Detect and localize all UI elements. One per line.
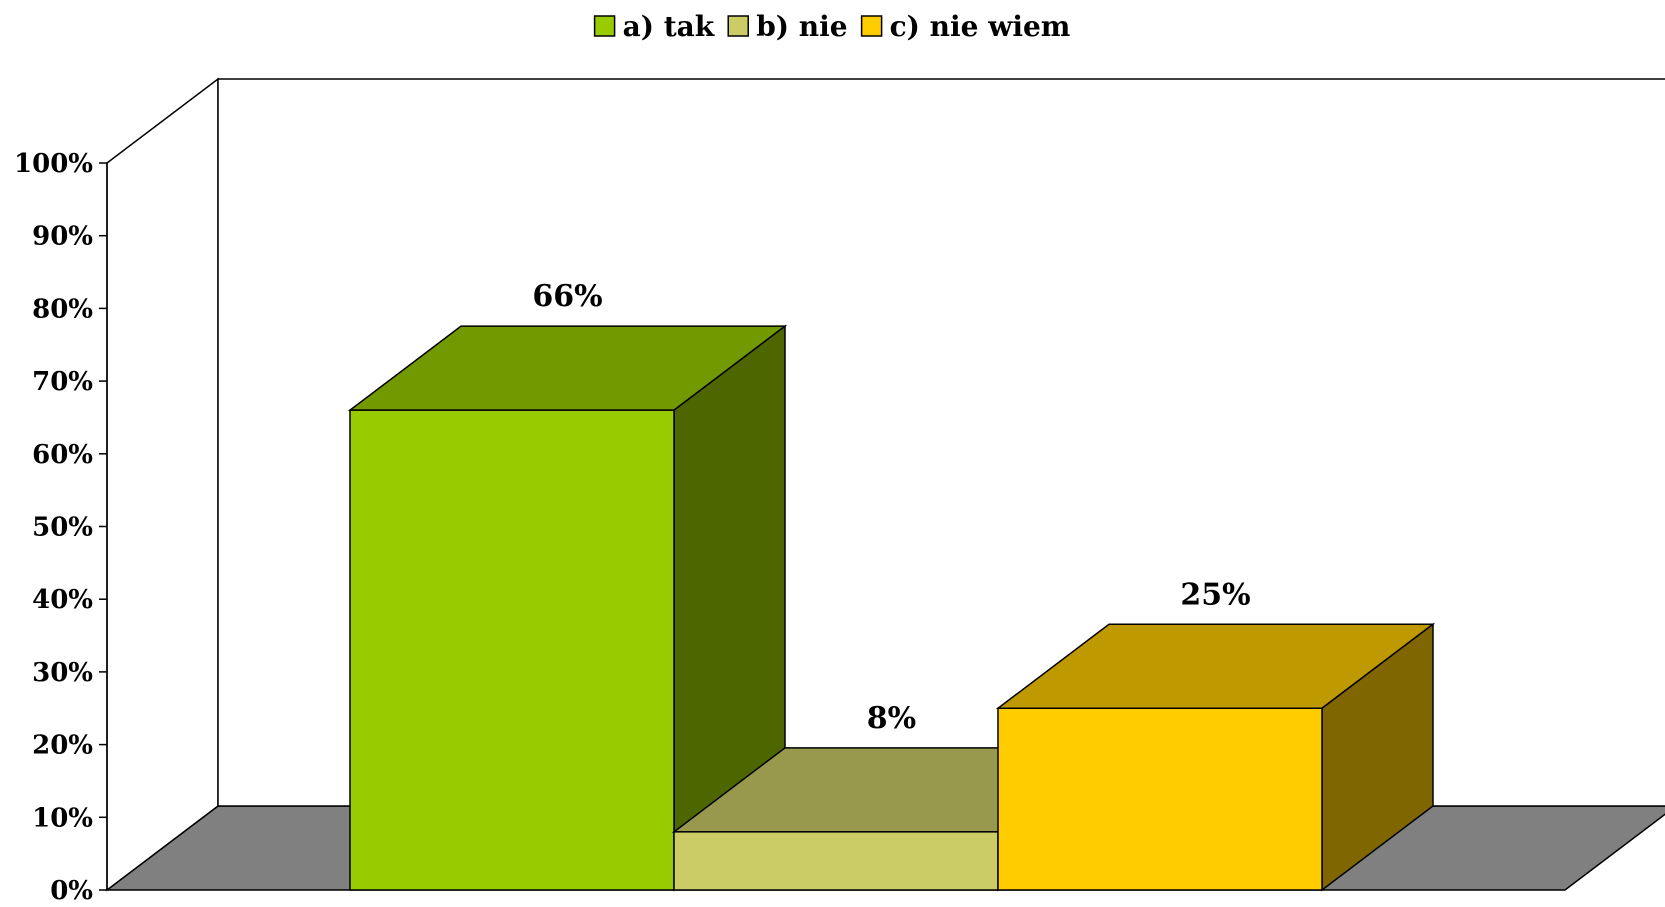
y-tick-label: 0%	[50, 876, 93, 902]
data-label: 8%	[867, 701, 916, 736]
y-tick-label: 50%	[32, 513, 93, 543]
legend-swatch	[593, 15, 616, 37]
y-tick-label: 90%	[32, 222, 93, 252]
y-tick-label: 10%	[32, 803, 93, 833]
y-axis: 0% 10% 20% 30% 40% 50% 60% 70% 80% 90% 100%	[14, 149, 108, 906]
bar-front	[349, 409, 675, 891]
legend-label: c) nie wiem	[890, 10, 1071, 43]
legend-swatch	[860, 15, 883, 37]
y-tick-label: 40%	[32, 585, 93, 615]
bar-front	[997, 707, 1323, 891]
y-tick-label: 20%	[32, 731, 93, 761]
legend-label: a) tak	[623, 10, 715, 43]
legend: a) tak b) nie c) nie wiem	[593, 10, 1071, 43]
legend-swatch	[727, 15, 749, 37]
data-label: 25%	[1180, 577, 1250, 612]
data-label: 66%	[532, 279, 602, 314]
bar	[995, 622, 1436, 892]
bars	[347, 324, 1436, 892]
y-tick-label: 30%	[32, 658, 93, 688]
y-tick-label: 80%	[32, 294, 93, 324]
legend-label: b) nie	[756, 10, 847, 43]
y-tick-label: 100%	[14, 149, 93, 179]
bar-front	[673, 831, 999, 891]
y-tick-label: 70%	[32, 367, 93, 397]
bar	[347, 324, 788, 892]
side-wall	[106, 77, 219, 892]
y-tick-label: 60%	[32, 440, 93, 470]
data-labels: 66% 8% 25%	[532, 279, 1250, 736]
